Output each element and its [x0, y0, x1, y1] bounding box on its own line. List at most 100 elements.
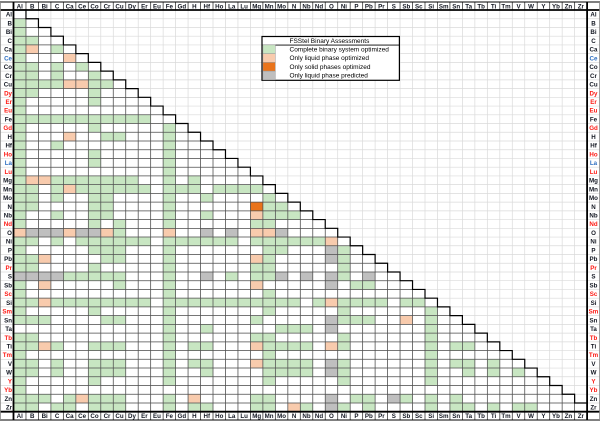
svg-text:Mo: Mo [277, 3, 286, 10]
svg-text:Lu: Lu [240, 3, 248, 10]
svg-text:Y: Y [541, 413, 546, 420]
svg-text:Sb: Sb [402, 3, 410, 10]
svg-text:Sm: Sm [2, 309, 12, 316]
svg-text:Tb: Tb [4, 335, 12, 342]
svg-text:Mg: Mg [252, 413, 261, 420]
svg-text:W: W [591, 370, 597, 377]
svg-text:Zn: Zn [565, 3, 573, 10]
svg-text:Gd: Gd [178, 413, 187, 420]
svg-text:Ca: Ca [66, 413, 74, 420]
svg-text:Ta: Ta [5, 326, 12, 333]
svg-text:H: H [8, 134, 13, 141]
svg-text:Bi: Bi [42, 3, 48, 10]
svg-text:La: La [590, 160, 598, 167]
svg-text:Ho: Ho [215, 3, 223, 10]
svg-text:Nd: Nd [4, 221, 12, 228]
svg-text:N: N [591, 204, 596, 211]
svg-text:Ce: Ce [78, 413, 86, 420]
svg-text:Cu: Cu [589, 82, 597, 89]
svg-text:Fe: Fe [166, 413, 174, 420]
svg-text:Ho: Ho [215, 413, 223, 420]
svg-text:Gd: Gd [589, 125, 598, 132]
svg-text:Dy: Dy [128, 413, 136, 420]
svg-text:Nb: Nb [302, 413, 310, 420]
svg-text:Mo: Mo [3, 195, 12, 202]
svg-text:N: N [292, 3, 297, 10]
svg-text:Mn: Mn [3, 186, 12, 193]
svg-text:Sb: Sb [402, 413, 410, 420]
svg-text:H: H [591, 134, 596, 141]
svg-text:N: N [8, 204, 13, 211]
svg-text:Cu: Cu [115, 3, 123, 10]
svg-text:Complete binary system optimiz: Complete binary system optimized [290, 46, 390, 53]
svg-text:Bi: Bi [590, 29, 596, 36]
svg-text:FSStel Binary Assessments: FSStel Binary Assessments [290, 38, 371, 45]
svg-text:W: W [528, 3, 534, 10]
svg-text:Gd: Gd [3, 125, 12, 132]
svg-text:Ca: Ca [66, 3, 74, 10]
svg-text:Pr: Pr [378, 413, 385, 420]
svg-text:Sc: Sc [415, 3, 423, 10]
svg-text:Nb: Nb [589, 213, 597, 220]
svg-text:P: P [354, 413, 358, 420]
svg-text:Si: Si [428, 413, 434, 420]
svg-text:Tm: Tm [501, 3, 511, 10]
svg-text:Hf: Hf [204, 3, 211, 10]
svg-text:P: P [8, 247, 12, 254]
svg-text:O: O [329, 3, 334, 10]
svg-text:C: C [591, 38, 596, 45]
svg-text:Tb: Tb [477, 3, 485, 10]
svg-text:Co: Co [589, 64, 597, 71]
svg-text:P: P [354, 3, 358, 10]
svg-text:Nd: Nd [315, 3, 323, 10]
svg-text:Er: Er [590, 99, 597, 106]
svg-text:Mo: Mo [277, 413, 286, 420]
svg-text:Eu: Eu [153, 413, 161, 420]
svg-text:C: C [55, 3, 60, 10]
svg-text:Ce: Ce [590, 55, 598, 62]
svg-text:B: B [591, 20, 596, 27]
svg-text:Yb: Yb [552, 3, 560, 10]
svg-text:Nb: Nb [302, 3, 310, 10]
svg-text:C: C [55, 413, 60, 420]
svg-text:Hf: Hf [590, 143, 597, 150]
svg-text:Al: Al [17, 413, 23, 420]
svg-text:Sm: Sm [439, 413, 449, 420]
svg-text:Cu: Cu [115, 413, 123, 420]
svg-text:S: S [392, 413, 396, 420]
svg-text:Bi: Bi [6, 29, 12, 36]
svg-text:Eu: Eu [153, 3, 161, 10]
svg-text:Ho: Ho [4, 151, 12, 158]
svg-text:La: La [228, 413, 236, 420]
svg-text:Sb: Sb [590, 282, 598, 289]
svg-text:Si: Si [591, 300, 597, 307]
svg-text:Pb: Pb [4, 256, 12, 263]
svg-text:W: W [6, 370, 12, 377]
svg-text:H: H [192, 3, 197, 10]
svg-text:Cr: Cr [104, 413, 111, 420]
svg-text:Eu: Eu [590, 108, 598, 115]
svg-text:Lu: Lu [240, 413, 248, 420]
svg-text:Zn: Zn [590, 396, 598, 403]
svg-text:Y: Y [8, 378, 13, 385]
svg-text:Ti: Ti [491, 3, 497, 10]
svg-text:B: B [30, 3, 35, 10]
svg-text:Cr: Cr [104, 3, 111, 10]
svg-text:Eu: Eu [4, 108, 12, 115]
svg-text:Mg: Mg [589, 178, 598, 185]
svg-text:Yb: Yb [552, 413, 560, 420]
svg-text:Ni: Ni [341, 413, 347, 420]
svg-text:H: H [192, 413, 197, 420]
svg-text:Only liquid phase predicted: Only liquid phase predicted [290, 73, 369, 80]
svg-text:Co: Co [90, 3, 98, 10]
svg-text:Co: Co [4, 64, 12, 71]
svg-text:Tm: Tm [589, 352, 599, 359]
svg-text:Y: Y [541, 3, 546, 10]
svg-text:W: W [528, 413, 534, 420]
svg-text:B: B [30, 413, 35, 420]
svg-text:N: N [292, 413, 297, 420]
svg-text:Ti: Ti [491, 413, 497, 420]
svg-text:Er: Er [141, 413, 148, 420]
svg-text:Sc: Sc [590, 291, 598, 298]
svg-text:Zr: Zr [590, 405, 597, 412]
